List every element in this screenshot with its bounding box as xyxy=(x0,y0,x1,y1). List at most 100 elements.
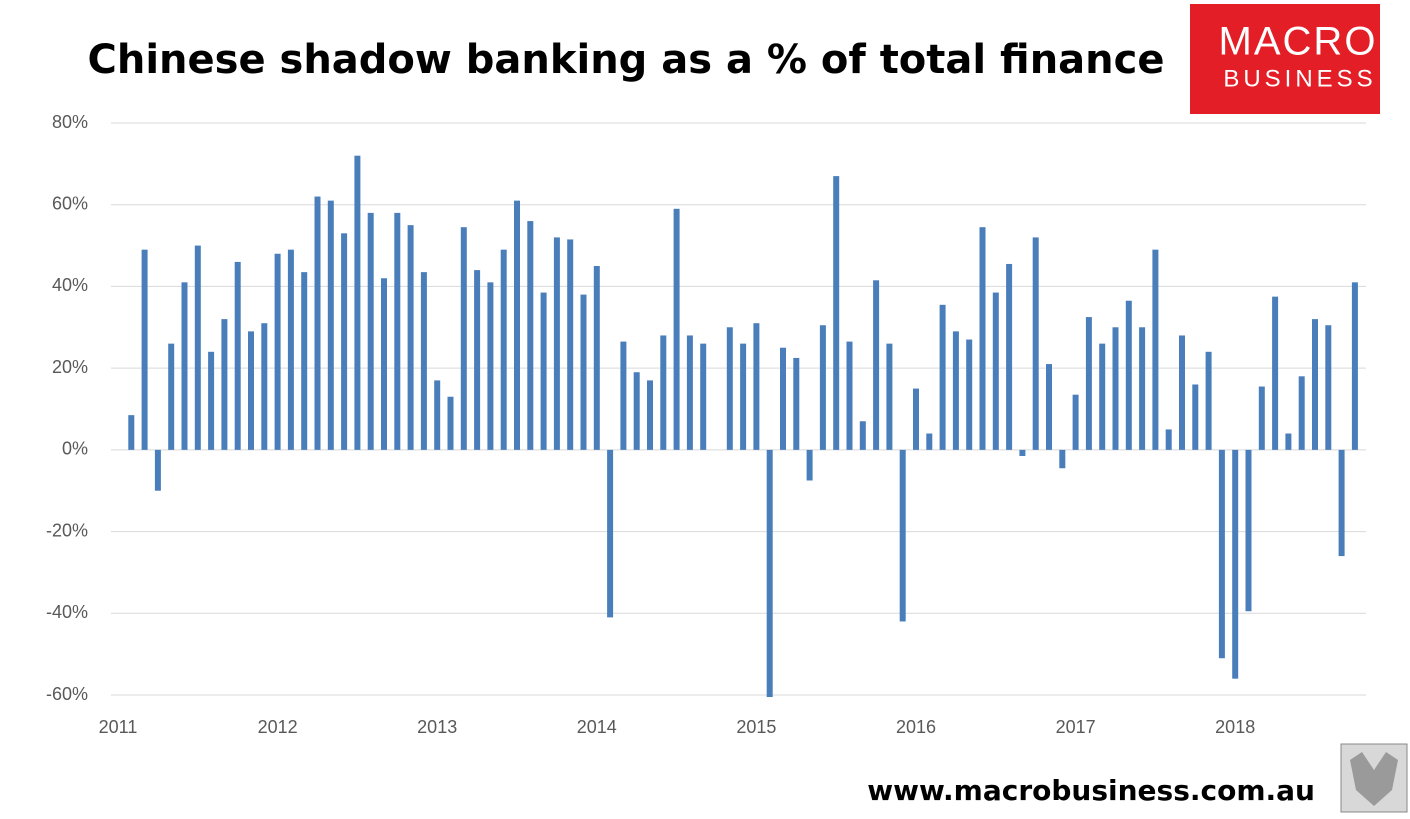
bar xyxy=(766,449,773,698)
bar xyxy=(1351,282,1358,450)
bar xyxy=(1072,394,1079,450)
bar xyxy=(886,343,893,450)
bar xyxy=(261,323,268,450)
bar xyxy=(1258,386,1265,450)
bar xyxy=(274,253,281,450)
bar xyxy=(181,282,188,450)
y-tick-label: -60% xyxy=(46,684,88,704)
bar xyxy=(859,421,866,450)
y-tick-label: 60% xyxy=(52,193,88,213)
x-tick-label: 2011 xyxy=(99,717,138,737)
bar xyxy=(514,200,520,450)
bar xyxy=(1152,249,1159,450)
bar xyxy=(420,272,427,450)
bar xyxy=(447,396,454,450)
bar xyxy=(660,335,667,450)
bar xyxy=(726,327,733,450)
bar xyxy=(1285,433,1292,450)
bar xyxy=(1139,327,1146,450)
y-tick-label: 20% xyxy=(52,357,88,377)
y-tick-label: -40% xyxy=(46,602,88,622)
bar xyxy=(673,208,680,450)
bar xyxy=(208,351,215,450)
bar xyxy=(487,282,494,450)
bar xyxy=(899,449,906,622)
bar xyxy=(168,343,175,450)
bar xyxy=(367,212,374,450)
bar xyxy=(1272,296,1279,450)
bar xyxy=(580,294,587,450)
footer-url: www.macrobusiness.com.au xyxy=(867,774,1315,807)
bar xyxy=(540,292,547,450)
bar xyxy=(527,221,534,450)
bar xyxy=(327,200,334,450)
bar xyxy=(287,249,294,450)
x-tick-label: 2014 xyxy=(577,717,617,737)
x-tick-label: 2015 xyxy=(736,717,776,737)
bar xyxy=(607,449,614,618)
bar xyxy=(567,239,574,450)
bar xyxy=(593,266,600,450)
bar xyxy=(647,380,653,450)
bar xyxy=(1059,449,1066,469)
bar xyxy=(819,325,826,450)
bar xyxy=(979,227,986,450)
bar xyxy=(434,380,441,450)
bar xyxy=(248,331,254,450)
bar xyxy=(633,372,640,450)
bar xyxy=(740,343,747,450)
bar xyxy=(1298,376,1305,450)
bar xyxy=(394,212,401,450)
logo-text: BUSINESS xyxy=(1223,65,1376,92)
bar xyxy=(966,339,973,450)
bar xyxy=(1179,335,1185,450)
wolf-icon xyxy=(1350,752,1398,806)
bar xyxy=(1165,429,1172,450)
bar xyxy=(780,347,786,450)
bar xyxy=(154,449,161,491)
x-tick-label: 2012 xyxy=(258,717,298,737)
bar xyxy=(1125,300,1132,450)
bar xyxy=(793,357,800,450)
x-tick-label: 2013 xyxy=(417,717,457,737)
y-tick-label: 80% xyxy=(52,112,88,132)
bar xyxy=(1192,384,1199,450)
bar xyxy=(553,237,560,450)
bar xyxy=(620,341,627,450)
bar xyxy=(1006,263,1013,450)
bar xyxy=(1085,317,1092,450)
bar xyxy=(1325,325,1332,450)
bar xyxy=(1205,351,1212,450)
bar xyxy=(1338,449,1345,557)
bar xyxy=(194,245,201,450)
y-tick-label: 0% xyxy=(62,439,88,459)
bar xyxy=(314,196,321,450)
bar xyxy=(686,335,693,450)
bar xyxy=(700,343,707,450)
bar xyxy=(833,176,840,450)
bar xyxy=(234,261,241,450)
bar xyxy=(301,272,308,450)
bar xyxy=(221,319,228,450)
logo-box xyxy=(1190,4,1380,114)
bar xyxy=(846,341,853,450)
bar xyxy=(939,304,946,450)
bar xyxy=(1099,343,1106,450)
bar xyxy=(1032,237,1039,450)
x-tick-label: 2016 xyxy=(896,717,936,737)
bar xyxy=(141,249,148,450)
y-tick-label: 40% xyxy=(52,275,88,295)
bar xyxy=(806,449,813,481)
bar xyxy=(354,155,361,450)
y-tick-label: -20% xyxy=(46,520,88,540)
bar xyxy=(500,249,507,450)
bar xyxy=(1312,319,1318,450)
logo-text: MACRO xyxy=(1219,20,1378,64)
bar xyxy=(1046,364,1052,450)
bar xyxy=(474,270,481,450)
bar xyxy=(1232,449,1239,679)
bar xyxy=(407,225,414,450)
bar xyxy=(992,292,999,450)
bar xyxy=(1218,449,1225,659)
